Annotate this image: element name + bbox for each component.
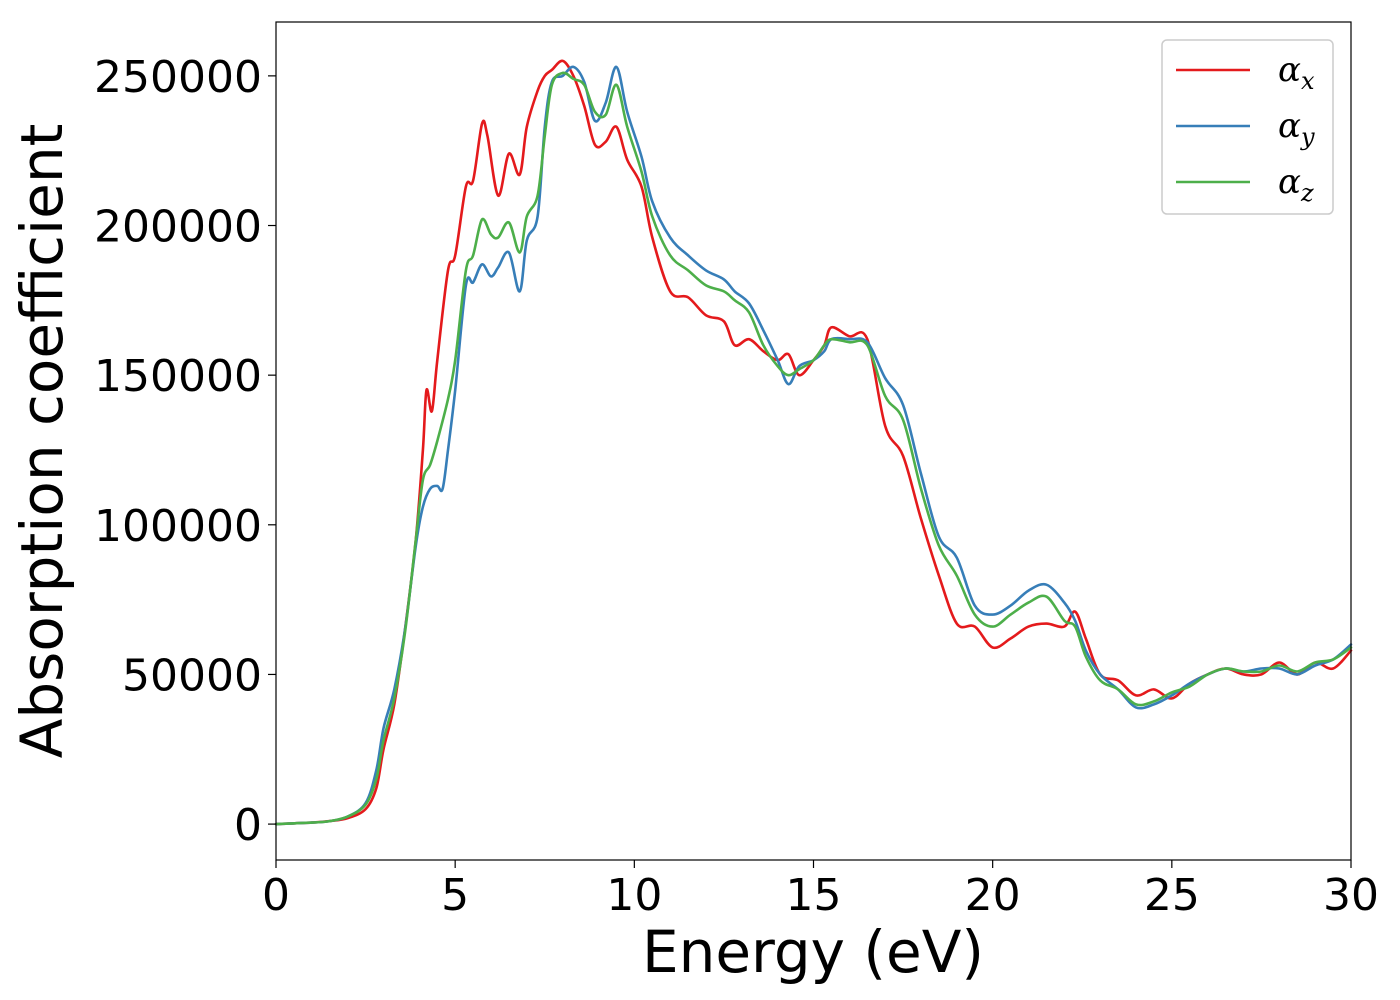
- y-tick-label: 150000: [94, 351, 262, 402]
- y-tick-label: 100000: [94, 501, 262, 552]
- x-tick-label: 15: [786, 870, 842, 921]
- x-tick-label: 0: [262, 870, 290, 921]
- x-tick-label: 10: [606, 870, 662, 921]
- x-tick-label: 5: [441, 870, 469, 921]
- x-tick-label: 20: [965, 870, 1021, 921]
- y-axis-ticks: 0 50000 100000 150000 200000 250000: [94, 52, 276, 851]
- y-tick-label: 0: [234, 800, 262, 851]
- y-tick-label: 200000: [94, 202, 262, 253]
- series-line-alpha-z: [274, 71, 1353, 826]
- y-tick-label: 250000: [94, 52, 262, 103]
- x-tick-label: 25: [1144, 870, 1200, 921]
- y-axis-label: Absorption coefficient: [8, 124, 76, 759]
- series-layer: [274, 59, 1353, 826]
- y-tick-label: 50000: [122, 650, 262, 701]
- x-axis-label: Energy (eV): [642, 918, 984, 986]
- x-axis-ticks: 0 5 10 15 20 25 30: [262, 860, 1379, 921]
- series-line-alpha-x: [274, 59, 1353, 826]
- x-tick-label: 30: [1323, 870, 1379, 921]
